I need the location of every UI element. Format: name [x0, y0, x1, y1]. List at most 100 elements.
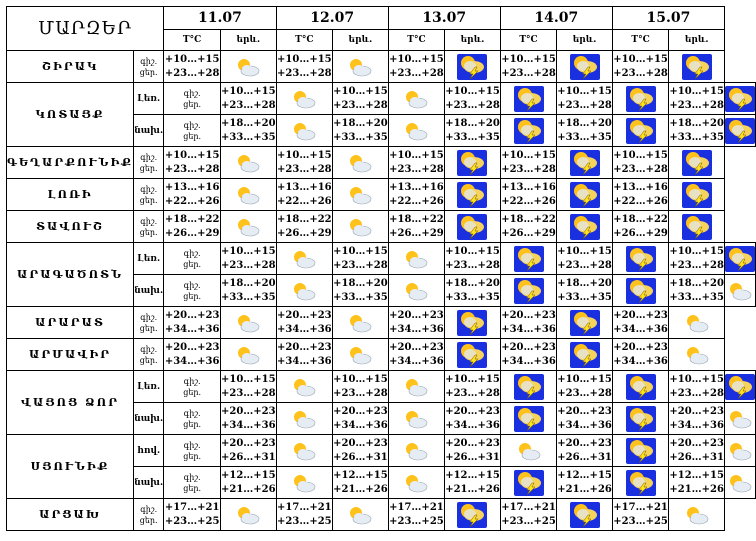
thunderstorm-icon — [499, 114, 558, 147]
partly-cloudy-icon — [499, 434, 558, 467]
temperature-cell: +10…+15 +23…+28 — [275, 146, 334, 179]
day-temperature: +23…+28 — [557, 99, 612, 111]
day-temperature: +22…+26 — [164, 195, 220, 207]
night-temperature: +10…+15 — [164, 53, 220, 65]
day-label: ցեր. — [183, 99, 202, 109]
day-temperature: +23…+28 — [221, 387, 276, 399]
partly-cloudy-icon — [332, 146, 389, 179]
temperature-cell: +18…+22 +26…+29 — [275, 210, 334, 243]
day-label: ցեր. — [139, 355, 158, 365]
temperature-cell: +20…+23 +34…+36 — [220, 402, 277, 435]
night-temperature: +18…+22 — [389, 213, 444, 225]
partly-cloudy-icon — [724, 434, 756, 467]
partly-cloudy-icon — [332, 338, 389, 371]
temperature-cell: +18…+20 +33…+35 — [444, 114, 501, 147]
thunderstorm-icon — [444, 178, 501, 211]
temperature-cell: +10…+15 +23…+28 — [220, 82, 277, 115]
partly-cloudy-icon — [332, 306, 389, 339]
day-temperature: +26…+29 — [501, 227, 556, 239]
time-of-day-labels: գիշ. ցեր. — [163, 466, 221, 499]
region-name: ԿՈՏԱՅՔ — [5, 82, 135, 147]
temperature-cell: +18…+20 +33…+35 — [332, 114, 389, 147]
thunderstorm-icon — [499, 242, 558, 275]
partly-cloudy-icon — [220, 146, 277, 179]
partly-cloudy-icon — [724, 402, 756, 435]
night-temperature: +13…+16 — [164, 181, 220, 193]
night-temperature: +20…+23 — [164, 341, 220, 353]
thunderstorm-icon — [556, 146, 613, 179]
day-temperature: +33…+35 — [445, 131, 500, 143]
day-temperature: +23…+28 — [164, 163, 220, 175]
day-temperature: +22…+26 — [501, 195, 556, 207]
day-temperature: +23…+28 — [389, 67, 444, 79]
thunderstorm-icon — [444, 498, 501, 531]
night-temperature: +10…+15 — [613, 149, 668, 161]
partly-cloudy-icon — [275, 242, 334, 275]
night-temperature: +18…+20 — [333, 277, 388, 289]
partly-cloudy-icon — [332, 210, 389, 243]
night-label: գիշ. — [140, 152, 158, 162]
night-temperature: +18…+22 — [501, 213, 556, 225]
day-temperature: +34…+36 — [277, 323, 332, 335]
day-temperature: +21…+26 — [669, 483, 724, 495]
time-of-day-labels: գիշ. ցեր. — [133, 178, 165, 211]
thunderstorm-icon — [556, 338, 613, 371]
zone-label: նախ. — [133, 402, 165, 435]
temp-column-header: T°C — [163, 29, 221, 51]
zone-label: Լեռ. — [133, 242, 165, 275]
night-temperature: +10…+15 — [333, 245, 388, 257]
night-temperature: +12…+15 — [221, 469, 276, 481]
date-header: 12.07 — [275, 6, 389, 30]
day-temperature: +23…+25 — [501, 515, 556, 527]
temperature-cell: +10…+15 +23…+28 — [611, 146, 670, 179]
day-label: ցեր. — [183, 483, 202, 493]
forecast-row: նախ. գիշ. ցեր. +18…+20 +33…+35 +18…+20 +33…+35… — [7, 114, 756, 147]
thunderstorm-icon — [611, 466, 670, 499]
day-temperature: +23…+28 — [445, 259, 500, 271]
day-temperature: +23…+25 — [389, 515, 444, 527]
temp-column-header: T°C — [275, 29, 334, 51]
temperature-cell: +12…+15 +21…+26 — [556, 466, 613, 499]
forecast-row: ՎԱՅՈՑ ՁՈՐ Լեռ. գիշ. ցեր. +10…+15 +23…+28 +10…+… — [5, 370, 756, 435]
temperature-cell: +20…+23 +34…+36 — [611, 306, 670, 339]
night-temperature: +20…+23 — [277, 341, 332, 353]
day-temperature: +34…+36 — [501, 355, 556, 367]
temperature-cell: +13…+16 +22…+26 — [163, 178, 221, 211]
day-label: ցեր. — [183, 387, 202, 397]
temperature-cell: +12…+15 +21…+26 — [332, 466, 389, 499]
icon-column-header: երև. — [668, 29, 725, 51]
partly-cloudy-icon — [387, 274, 446, 307]
temperature-cell: +17…+21 +23…+25 — [163, 498, 221, 531]
partly-cloudy-icon — [275, 274, 334, 307]
day-temperature: +33…+35 — [445, 291, 500, 303]
day-temperature: +33…+35 — [669, 131, 724, 143]
thunderstorm-icon — [611, 242, 670, 275]
day-temperature: +22…+26 — [613, 195, 668, 207]
night-temperature: +17…+21 — [613, 501, 668, 513]
day-temperature: +23…+28 — [221, 99, 276, 111]
day-temperature: +33…+35 — [557, 131, 612, 143]
day-temperature: +23…+28 — [164, 67, 220, 79]
partly-cloudy-icon — [332, 178, 389, 211]
thunderstorm-icon — [611, 402, 670, 435]
temperature-cell: +10…+15 +23…+28 — [332, 82, 389, 115]
temperature-cell: +20…+23 +34…+36 — [332, 402, 389, 435]
region-name: ԱՐԱԳԱԾՈՏՆ — [5, 242, 135, 307]
night-temperature: +12…+15 — [669, 469, 724, 481]
temperature-cell: +20…+23 +26…+31 — [444, 434, 501, 467]
temperature-cell: +20…+23 +26…+31 — [556, 434, 613, 467]
night-temperature: +18…+20 — [221, 117, 276, 129]
partly-cloudy-icon — [387, 114, 446, 147]
partly-cloudy-icon — [332, 50, 389, 83]
thunderstorm-icon — [444, 50, 501, 83]
temperature-cell: +10…+15 +23…+28 — [332, 370, 389, 403]
partly-cloudy-icon — [220, 338, 277, 371]
temperature-cell: +20…+23 +34…+36 — [611, 338, 670, 371]
night-label: գիշ. — [183, 472, 201, 482]
temperature-cell: +10…+15 +23…+28 — [444, 370, 501, 403]
temperature-cell: +10…+15 +23…+28 — [387, 50, 446, 83]
temperature-cell: +20…+23 +34…+36 — [275, 306, 334, 339]
day-label: ցեր. — [139, 323, 158, 333]
date-header: 13.07 — [387, 6, 501, 30]
icon-column-header: երև. — [332, 29, 389, 51]
